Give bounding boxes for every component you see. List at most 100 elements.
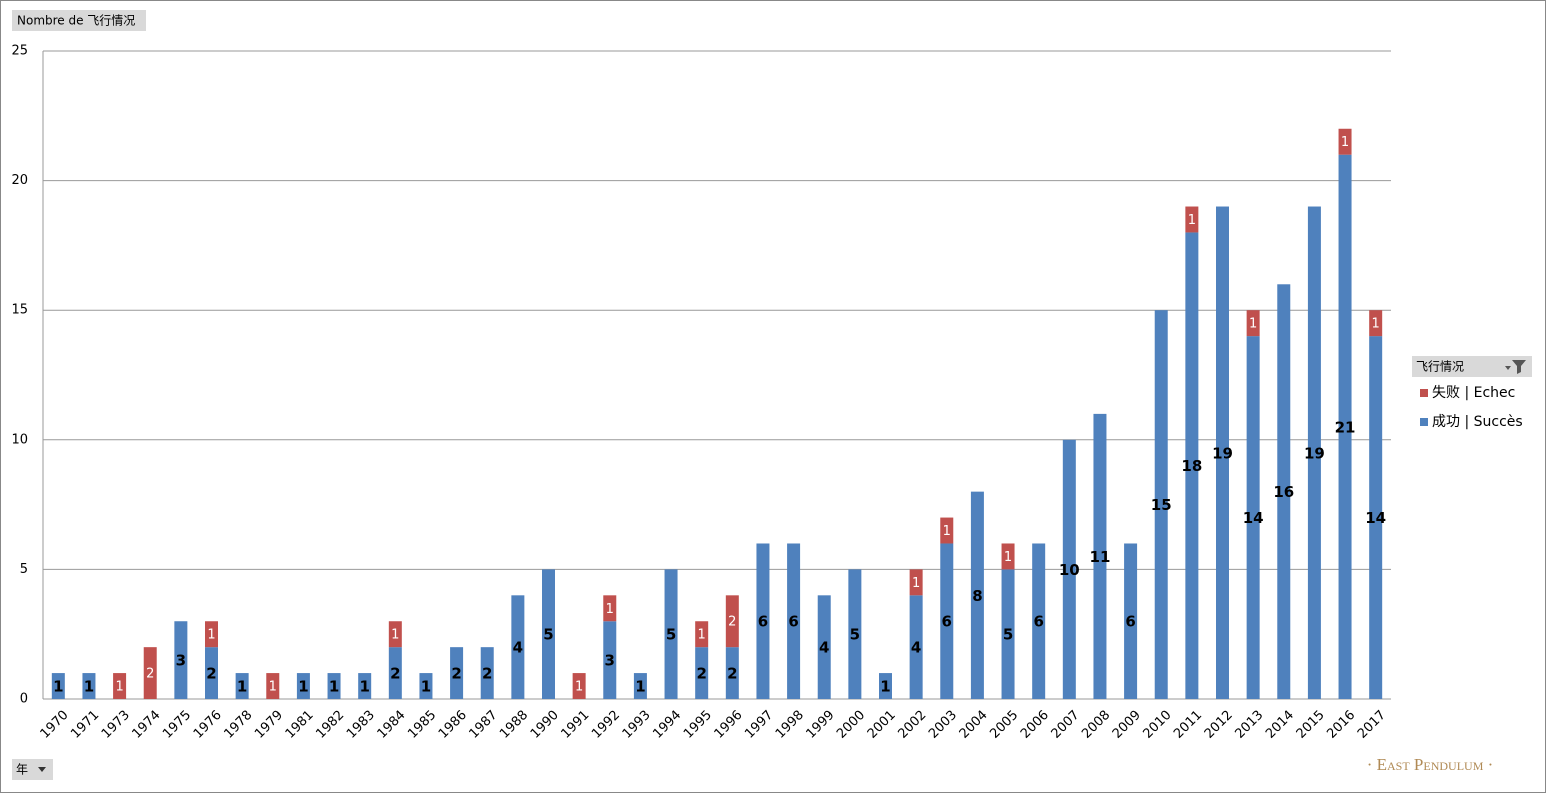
bar-segment — [725, 647, 739, 699]
bar-segment — [82, 673, 96, 699]
bar-segment — [633, 673, 647, 699]
data-label: 14 — [1243, 509, 1264, 527]
data-label: 18 — [1181, 457, 1202, 475]
data-label: 2 — [390, 665, 400, 683]
bar-segment — [388, 621, 402, 648]
y-tick-label: 25 — [11, 44, 28, 59]
bar-segment — [970, 491, 984, 699]
data-label: 1 — [635, 678, 645, 696]
axis-button[interactable] — [12, 759, 53, 780]
bar-segment — [1185, 232, 1199, 699]
legend-title[interactable]: 飞行情况 — [1416, 360, 1464, 374]
bar-segment — [1338, 128, 1352, 155]
y-tick-label: 15 — [11, 303, 28, 318]
data-label: 1 — [943, 524, 951, 539]
axis-button-label[interactable]: 年 — [16, 763, 28, 777]
watermark: · East Pendulum · — [1367, 755, 1494, 774]
bar-segment — [1338, 154, 1352, 699]
data-label: 1 — [84, 678, 94, 696]
data-label: 6 — [758, 613, 768, 631]
data-label: 2 — [728, 615, 736, 630]
bar-segment — [1246, 336, 1260, 699]
data-label: 5 — [543, 626, 553, 644]
bar-segment — [1369, 336, 1383, 699]
data-label: 19 — [1212, 444, 1233, 462]
bar-segment — [940, 517, 954, 544]
bar-segment — [1154, 310, 1168, 699]
bar-segment — [327, 673, 341, 699]
data-label: 14 — [1365, 509, 1386, 527]
data-label: 3 — [176, 652, 186, 670]
data-label: 21 — [1335, 418, 1356, 436]
bar-segment — [51, 673, 65, 699]
bar-segment — [1185, 206, 1199, 233]
data-label: 1 — [1372, 317, 1380, 332]
data-label: 5 — [850, 626, 860, 644]
data-label: 1 — [421, 678, 431, 696]
bar-segment — [1369, 310, 1383, 337]
bar-segment — [296, 673, 310, 699]
bar-segment — [1093, 413, 1107, 699]
bar-segment — [1001, 569, 1015, 699]
field-button-label[interactable]: Nombre de 飞行情况 — [17, 14, 135, 28]
data-label: 5 — [666, 626, 676, 644]
legend-header[interactable] — [1412, 356, 1532, 377]
legend-label: 成功 | Succès — [1432, 414, 1523, 430]
bar-segment — [358, 673, 372, 699]
data-label: 4 — [911, 639, 921, 657]
data-label: 1 — [329, 678, 339, 696]
data-label: 1 — [698, 628, 706, 643]
data-label: 1 — [1188, 213, 1196, 228]
bar-segment — [664, 569, 678, 699]
data-label: 10 — [1059, 561, 1080, 579]
data-label: 6 — [1033, 613, 1043, 631]
y-tick-label: 5 — [20, 562, 28, 577]
bar-segment — [205, 647, 218, 699]
data-label: 5 — [1003, 626, 1013, 644]
data-label: 2 — [727, 665, 737, 683]
bar-segment — [848, 569, 862, 699]
bar-segment — [817, 595, 831, 699]
bar-segment — [1124, 543, 1138, 699]
data-label: 6 — [1125, 613, 1135, 631]
data-label: 2 — [696, 665, 706, 683]
bar-segment — [695, 621, 709, 648]
bar-segment — [1001, 543, 1015, 570]
bar-segment — [1032, 543, 1046, 699]
data-label: 16 — [1273, 483, 1294, 501]
bar-segment — [266, 673, 280, 699]
data-label: 8 — [972, 587, 982, 605]
bar-segment — [419, 673, 433, 699]
bar-segment — [909, 595, 923, 699]
data-label: 3 — [605, 652, 615, 670]
y-tick-label: 0 — [20, 692, 28, 707]
data-label: 2 — [451, 665, 461, 683]
bar-segment — [143, 647, 157, 699]
bar-segment — [940, 543, 954, 699]
data-label: 1 — [298, 678, 308, 696]
bar-segment — [388, 647, 402, 699]
data-label: 19 — [1304, 444, 1325, 462]
bar-segment — [1062, 439, 1076, 699]
data-label: 6 — [942, 613, 952, 631]
bar-segment — [603, 621, 617, 699]
y-tick-label: 20 — [11, 173, 28, 188]
bar-segment — [205, 621, 218, 648]
data-label: 6 — [788, 613, 798, 631]
legend-swatch — [1420, 389, 1428, 397]
field-button[interactable] — [12, 10, 146, 31]
data-label: 1 — [1004, 550, 1012, 565]
bar-segment — [113, 673, 127, 699]
dropdown-icon[interactable] — [38, 767, 46, 772]
data-label: 1 — [1341, 135, 1349, 150]
data-label: 1 — [237, 678, 247, 696]
bar-segment — [1216, 206, 1229, 699]
data-label: 1 — [575, 680, 583, 695]
bar-segment — [879, 673, 892, 699]
data-label: 1 — [53, 678, 63, 696]
bar-segment — [1277, 284, 1291, 699]
data-label: 1 — [269, 680, 277, 695]
filter-icon[interactable] — [1505, 360, 1526, 374]
